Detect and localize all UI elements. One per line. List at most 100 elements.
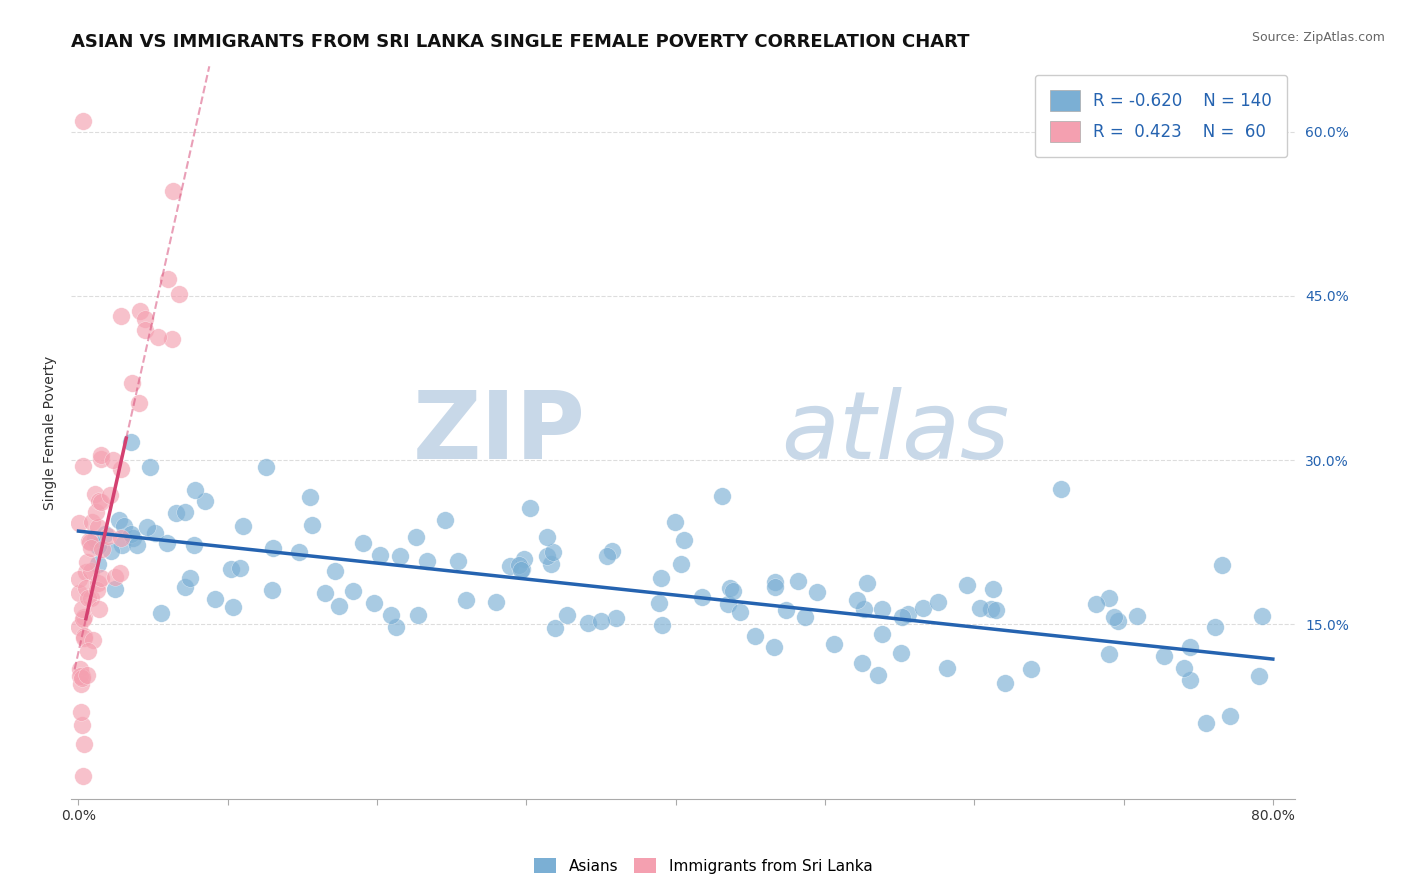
Point (91, 542, 114, 557)
Point (174, 505, 197, 519)
Point (852, 601, 875, 615)
Point (128, 303, 150, 318)
Point (104, 570, 127, 584)
Point (103, 453, 125, 467)
Point (232, 519, 254, 533)
Point (981, 582, 1004, 596)
Point (125, 538, 148, 552)
Point (433, 513, 456, 527)
Point (135, 520, 157, 534)
Point (415, 554, 437, 568)
Text: ASIAN VS IMMIGRANTS FROM SRI LANKA SINGLE FEMALE POVERTY CORRELATION CHART: ASIAN VS IMMIGRANTS FROM SRI LANKA SINGL… (72, 33, 970, 51)
Point (447, 553, 470, 567)
Point (80, 591, 103, 605)
Point (363, 597, 385, 611)
Point (669, 557, 692, 571)
Point (100, 543, 122, 558)
Point (76, 644, 98, 658)
Point (1107, 614, 1129, 628)
Point (84, 487, 107, 501)
Point (508, 558, 530, 572)
Point (111, 538, 134, 552)
Point (76, 667, 98, 681)
Point (1219, 709, 1241, 723)
Point (98, 488, 121, 502)
Point (851, 656, 873, 670)
Point (984, 602, 1007, 616)
Point (927, 595, 949, 609)
Text: ZIP: ZIP (412, 386, 585, 479)
Point (77, 591, 100, 606)
Point (600, 544, 623, 558)
Point (75, 565, 97, 579)
Point (595, 549, 617, 564)
Point (650, 571, 672, 585)
Point (93, 526, 115, 541)
Point (143, 525, 166, 540)
Point (165, 506, 187, 520)
Point (90, 448, 112, 462)
Point (1211, 558, 1233, 572)
Point (219, 562, 242, 576)
Point (67, 585, 90, 599)
Point (184, 483, 207, 497)
Point (1153, 649, 1175, 664)
Point (994, 676, 1017, 690)
Point (536, 530, 558, 544)
Point (221, 599, 243, 614)
Point (510, 562, 533, 576)
Point (544, 621, 567, 635)
Point (179, 571, 201, 585)
Point (647, 596, 669, 610)
Point (352, 536, 374, 550)
Point (139, 459, 162, 474)
Point (69, 668, 91, 682)
Point (711, 489, 734, 503)
Point (301, 517, 323, 532)
Point (890, 610, 912, 624)
Point (793, 610, 815, 624)
Point (591, 614, 613, 628)
Point (67, 620, 90, 634)
Point (84, 532, 107, 546)
Point (1126, 608, 1149, 623)
Point (717, 597, 740, 611)
Point (806, 585, 828, 599)
Point (72, 114, 94, 128)
Point (160, 332, 183, 346)
Point (519, 501, 541, 516)
Point (314, 585, 336, 599)
Point (87, 539, 110, 553)
Point (287, 545, 309, 559)
Point (72, 459, 94, 474)
Point (868, 667, 890, 681)
Point (342, 583, 364, 598)
Point (763, 574, 786, 589)
Point (73, 631, 96, 645)
Point (368, 548, 391, 562)
Point (229, 560, 252, 574)
Point (498, 558, 520, 573)
Point (104, 582, 127, 597)
Point (718, 581, 741, 595)
Point (912, 601, 935, 615)
Point (120, 527, 142, 541)
Point (485, 595, 508, 609)
Point (194, 494, 217, 508)
Point (167, 287, 190, 301)
Point (389, 549, 412, 563)
Point (80, 565, 103, 579)
Point (406, 607, 429, 622)
Point (76, 556, 98, 570)
Point (134, 312, 156, 326)
Y-axis label: Single Female Poverty: Single Female Poverty (44, 356, 58, 510)
Point (605, 610, 627, 624)
Legend: Asians, Immigrants from Sri Lanka: Asians, Immigrants from Sri Lanka (527, 852, 879, 880)
Point (75, 581, 97, 595)
Point (555, 607, 578, 622)
Point (786, 574, 808, 588)
Point (1180, 640, 1202, 654)
Point (1098, 647, 1121, 661)
Point (134, 323, 156, 337)
Point (651, 617, 673, 632)
